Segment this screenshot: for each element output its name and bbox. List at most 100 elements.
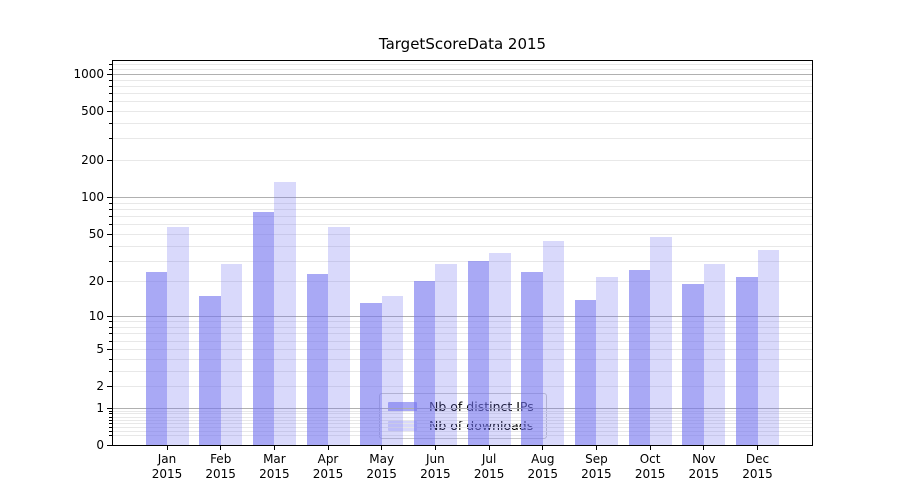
y-tick-mark-minor: [109, 216, 112, 217]
y-tick-mark-minor: [109, 358, 112, 360]
x-tick-month: Dec: [745, 452, 770, 466]
y-tick-mark-minor: [109, 93, 112, 94]
gridline-minor: [113, 260, 812, 262]
y-tick-mark: [107, 233, 112, 235]
bar-downloads: [435, 264, 457, 445]
gridline-minor: [113, 430, 812, 432]
y-tick-mark: [107, 160, 112, 162]
x-tick-mark: [703, 446, 705, 450]
bar-downloads: [703, 264, 726, 445]
y-tick-mark-minor: [109, 333, 112, 335]
y-tick-mark-minor: [109, 370, 112, 372]
x-tick-mark: [220, 446, 222, 450]
x-tick-mark: [488, 446, 490, 450]
y-tick-mark-minor: [109, 327, 112, 328]
y-tick-label: 5: [96, 341, 104, 356]
x-tick-mark: [381, 446, 383, 450]
gridline-minor: [113, 64, 812, 66]
x-tick-label: Jun 2015: [411, 452, 459, 482]
y-tick-label: 1000: [73, 66, 104, 81]
gridline-minor: [113, 281, 812, 283]
bar-distinct-ips: [521, 272, 543, 445]
y-tick-label: 100: [81, 190, 104, 205]
y-tick-label: 20: [88, 274, 104, 289]
y-tick-mark-minor: [109, 340, 112, 342]
gridline-minor: [113, 85, 812, 87]
x-tick-label: Sep 2015: [572, 452, 620, 482]
y-tick-label: 1: [96, 400, 104, 415]
gridline-minor: [113, 321, 812, 323]
x-tick-year: 2015: [259, 467, 290, 481]
y-tick-mark-minor: [109, 79, 112, 81]
bar-distinct-ips: [306, 274, 328, 445]
bar-distinct-ips: [199, 296, 221, 445]
x-tick-month: Jul: [481, 452, 497, 466]
x-tick-label: Jan 2015: [143, 452, 191, 482]
gridline-minor: [113, 245, 812, 247]
bar-distinct-ips: [360, 303, 382, 445]
x-tick-mark: [595, 446, 597, 450]
gridline-minor: [113, 340, 812, 342]
gridline-major: [113, 316, 812, 318]
bar-downloads: [167, 226, 189, 445]
x-tick-label: Oct 2015: [626, 452, 674, 482]
y-tick-mark-minor: [109, 224, 112, 226]
x-tick-month: Sep: [585, 452, 608, 466]
gridline-minor: [113, 93, 812, 94]
y-tick-mark: [107, 316, 112, 318]
x-tick-label: Nov 2015: [680, 452, 728, 482]
x-tick-month: Jan: [157, 452, 177, 466]
plot-area: Nb of distinct IPs Nb of downloads 10005…: [73, 60, 813, 481]
x-tick-month: May: [369, 452, 395, 466]
chart-title: TargetScoreData 2015: [378, 35, 547, 53]
gridline-minor: [113, 101, 812, 103]
y-tick-mark-minor: [109, 202, 112, 204]
gridline-minor: [113, 358, 812, 360]
x-tick-month: Feb: [210, 452, 232, 466]
x-tick-year: 2015: [205, 467, 236, 481]
legend-swatch-downloads-icon: [388, 420, 417, 431]
y-tick-mark: [107, 73, 112, 75]
gridline-minor: [113, 233, 812, 235]
bar-distinct-ips: [467, 260, 490, 445]
gridline-minor: [113, 216, 812, 217]
y-tick-mark-minor: [109, 321, 112, 323]
gridline-minor: [113, 426, 812, 428]
gridline-minor: [113, 423, 812, 425]
y-tick-mark-minor: [109, 426, 112, 428]
gridline-minor: [113, 333, 812, 335]
x-tick-label: Feb 2015: [197, 452, 245, 482]
x-tick-month: Nov: [692, 452, 716, 466]
gridline-minor: [113, 208, 812, 210]
gridline-major: [113, 197, 812, 199]
gridline-minor: [113, 435, 812, 437]
gridline-minor: [113, 419, 812, 421]
x-tick-mark: [273, 446, 275, 450]
y-tick-mark: [107, 197, 112, 199]
gridline-minor: [113, 348, 812, 350]
x-tick-label: Dec 2015: [734, 452, 782, 482]
gridline-major: [113, 73, 812, 75]
y-tick-label: 0: [96, 438, 104, 452]
x-tick-label: Mar 2015: [250, 452, 298, 482]
bar-distinct-ips: [736, 276, 758, 445]
gridline-major: [113, 407, 812, 409]
gridline-minor: [113, 410, 812, 412]
y-tick-mark: [107, 348, 112, 350]
y-tick-mark: [107, 407, 112, 409]
y-tick-mark: [107, 111, 112, 112]
y-tick-mark-minor: [109, 260, 112, 262]
gridline-minor: [113, 138, 812, 140]
bar-downloads: [220, 264, 243, 445]
y-tick-mark-minor: [109, 413, 112, 415]
bar-downloads: [542, 240, 565, 445]
legend-item-distinct-ips: Nb of distinct IPs: [388, 399, 539, 414]
x-tick-mark: [434, 446, 436, 450]
x-tick-mark: [649, 446, 651, 450]
x-tick-label: Aug 2015: [519, 452, 567, 482]
gridline-minor: [113, 123, 812, 124]
x-tick-year: 2015: [312, 467, 344, 481]
x-tick-mark: [542, 446, 544, 450]
x-tick-year: 2015: [151, 467, 183, 481]
y-tick-mark: [107, 386, 112, 387]
